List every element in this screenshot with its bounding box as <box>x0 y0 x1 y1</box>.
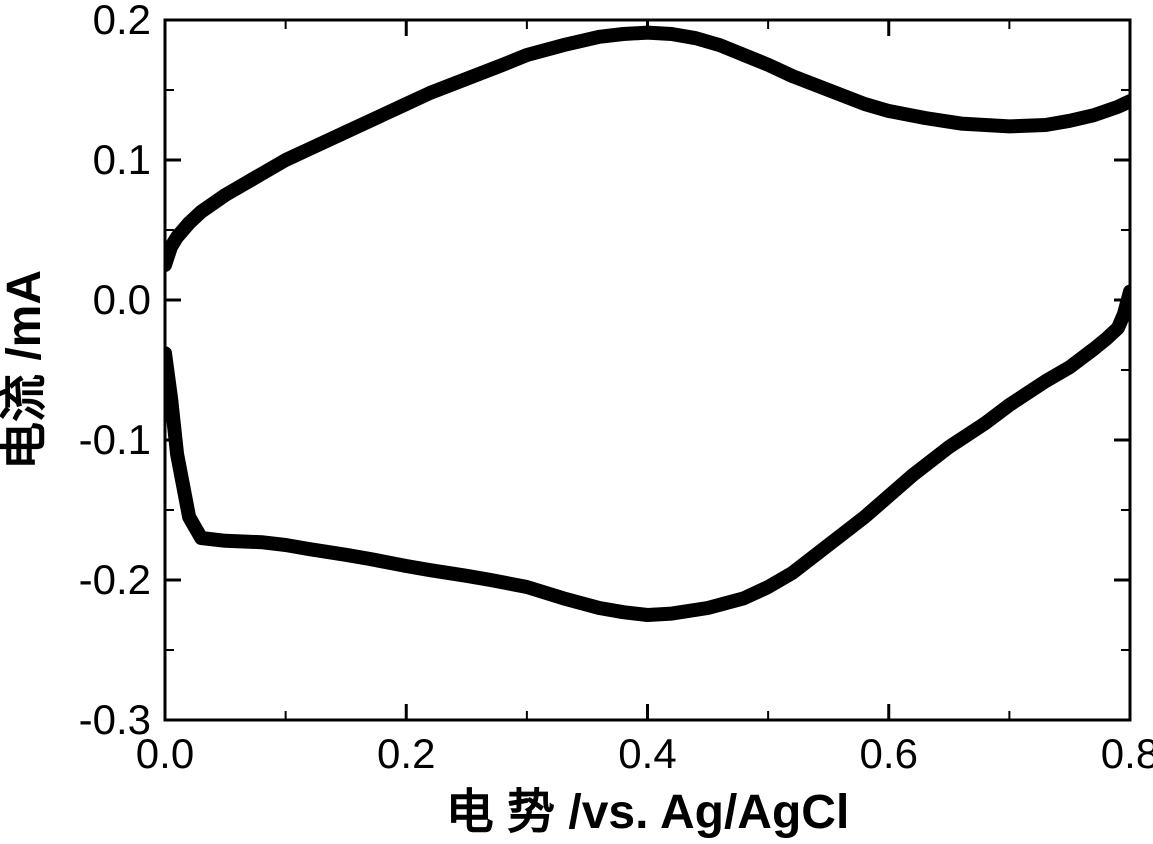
y-tick-label: -0.3 <box>79 696 151 743</box>
y-axis-label: 电流 /mA <box>0 270 51 470</box>
y-tick-label: -0.1 <box>79 416 151 463</box>
y-tick-label: 0.2 <box>93 0 151 43</box>
chart-svg: 0.00.20.40.60.8-0.3-0.2-0.10.00.10.2电 势 … <box>0 0 1153 844</box>
y-tick-label: -0.2 <box>79 556 151 603</box>
y-tick-label: 0.0 <box>93 276 151 323</box>
cv-chart: 0.00.20.40.60.8-0.3-0.2-0.10.00.10.2电 势 … <box>0 0 1153 844</box>
x-tick-label: 0.8 <box>1101 730 1153 777</box>
x-tick-label: 0.2 <box>377 730 435 777</box>
x-tick-label: 0.6 <box>860 730 918 777</box>
data-group <box>165 33 1130 615</box>
x-tick-label: 0.4 <box>618 730 676 777</box>
cv-curve <box>165 33 1130 615</box>
x-axis-label: 电 势 /vs. Ag/AgCl <box>446 786 850 839</box>
y-tick-label: 0.1 <box>93 136 151 183</box>
